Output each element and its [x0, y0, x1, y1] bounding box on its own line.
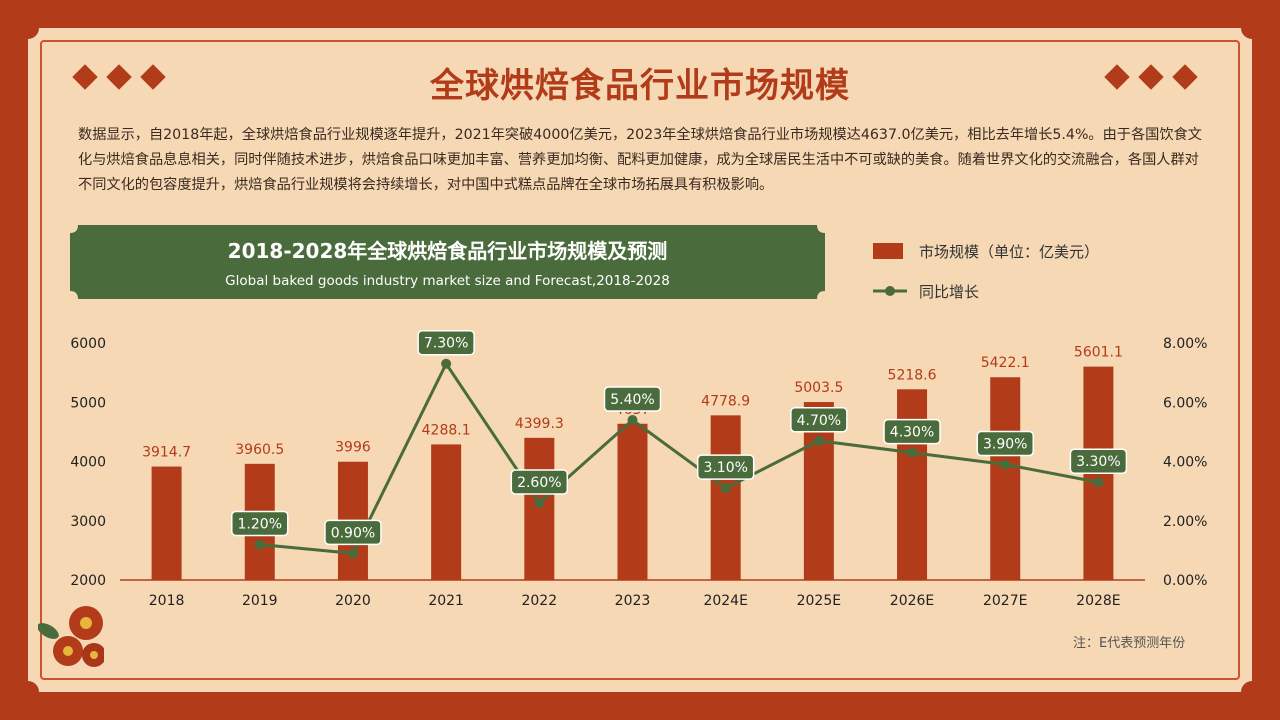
flower-decoration	[38, 606, 104, 667]
growth-label-box	[976, 430, 1034, 457]
bar-value-label: 4288.1	[422, 422, 471, 438]
panel-border	[40, 40, 1240, 680]
bar-value-label: 5601.1	[1074, 345, 1123, 361]
footnote: 注：E代表预测年份	[1073, 636, 1186, 651]
growth-value-label: 1.20%	[238, 516, 282, 532]
bar	[524, 437, 555, 580]
growth-value-label: 3.30%	[1076, 454, 1120, 470]
corner-ornament	[17, 681, 39, 703]
growth-label-box	[696, 454, 755, 480]
growth-value-label: 3.90%	[983, 436, 1027, 452]
corner-ornament	[17, 17, 39, 39]
y-left-tick-label: 5000	[70, 395, 106, 411]
bar-value-label: 3996	[335, 440, 371, 456]
growth-value-label: 4.30%	[890, 425, 934, 441]
intro-paragraph: 数据显示，自2018年起，全球烘焙食品行业规模逐年提升，2021年突破4000亿…	[78, 127, 1202, 193]
growth-line	[259, 362, 1099, 555]
banner-shape	[70, 225, 825, 299]
bar	[431, 444, 462, 580]
legend-bar-swatch	[873, 243, 903, 259]
x-tick-label: 2025E	[797, 593, 841, 609]
growth-point	[1000, 459, 1011, 470]
growth-label-box	[324, 519, 382, 546]
bar	[617, 423, 648, 580]
y-right-tick-label: 4.00%	[1163, 455, 1207, 471]
bar	[151, 466, 182, 580]
growth-point	[441, 358, 452, 369]
y-left-tick-label: 4000	[70, 455, 106, 471]
bar-value-label: 5422.1	[981, 355, 1030, 371]
growth-value-label: 2.60%	[517, 475, 561, 491]
growth-point	[627, 415, 638, 426]
y-right-tick-label: 6.00%	[1163, 395, 1207, 411]
x-tick-label: 2023	[615, 593, 651, 609]
page-title: 全球烘焙食品行业市场规模	[430, 66, 850, 106]
growth-point	[813, 435, 824, 446]
x-tick-label: 2018	[149, 593, 185, 609]
bar-value-label: 3914.7	[142, 445, 191, 461]
legend-label-market-size: 市场规模（单位：亿美元）	[919, 243, 1100, 261]
chart-subtitle: Global baked goods industry market size …	[225, 273, 670, 289]
legend-label-growth: 同比增长	[919, 283, 980, 301]
y-left-tick-label: 6000	[70, 336, 106, 352]
growth-point	[254, 539, 265, 550]
x-tick-label: 2020	[335, 593, 371, 609]
bar-value-label: 3960.5	[235, 442, 284, 458]
content-panel: 全球烘焙食品行业市场规模 数据显示，自2018年起，全球烘焙食品行业规模逐年提升…	[17, 17, 1263, 703]
growth-label-box	[883, 418, 941, 445]
growth-value-label: 5.40%	[610, 392, 654, 408]
bar-value-label: 4778.9	[701, 393, 750, 409]
growth-label-box	[510, 469, 569, 495]
chart-title-banner: 2018-2028年全球烘焙食品行业市场规模及预测 Global baked g…	[70, 225, 825, 299]
corner-ornament	[1241, 17, 1263, 39]
growth-label-box	[790, 407, 848, 433]
x-tick-label: 2027E	[983, 593, 1027, 609]
growth-point	[534, 497, 545, 508]
growth-value-label: 4.70%	[797, 413, 841, 429]
growth-point	[907, 447, 918, 458]
x-tick-label: 2024E	[703, 593, 747, 609]
growth-label-box	[417, 329, 475, 356]
y-left-tick-label: 3000	[70, 514, 106, 530]
bar	[897, 389, 928, 580]
y-right-tick-label: 8.00%	[1163, 336, 1207, 352]
legend-line-swatch	[873, 286, 907, 296]
growth-point	[720, 483, 731, 494]
growth-value-label: 7.30%	[424, 336, 468, 352]
bar-value-label: 4399.3	[515, 416, 564, 432]
y-right-tick-label: 0.00%	[1163, 573, 1207, 589]
chart-title: 2018-2028年全球烘焙食品行业市场规模及预测	[227, 239, 668, 263]
bar-value-label: 5003.5	[794, 380, 843, 396]
corner-ornament	[1241, 681, 1263, 703]
growth-label-box	[1069, 448, 1128, 474]
x-tick-label: 2026E	[890, 593, 934, 609]
x-tick-label: 2019	[242, 593, 278, 609]
x-tick-label: 2021	[428, 593, 464, 609]
growth-label-box	[231, 510, 289, 537]
y-left-tick-label: 2000	[70, 573, 106, 589]
growth-value-label: 3.10%	[703, 460, 747, 476]
growth-point	[347, 548, 358, 559]
bar	[710, 415, 741, 580]
bar-value-label: 5218.6	[888, 367, 937, 383]
growth-point	[1093, 477, 1104, 488]
growth-label-box	[603, 386, 662, 412]
x-tick-label: 2028E	[1076, 593, 1120, 609]
y-right-tick-label: 2.00%	[1163, 514, 1207, 530]
bar	[990, 377, 1021, 580]
x-tick-label: 2022	[521, 593, 557, 609]
growth-value-label: 0.90%	[331, 525, 375, 541]
